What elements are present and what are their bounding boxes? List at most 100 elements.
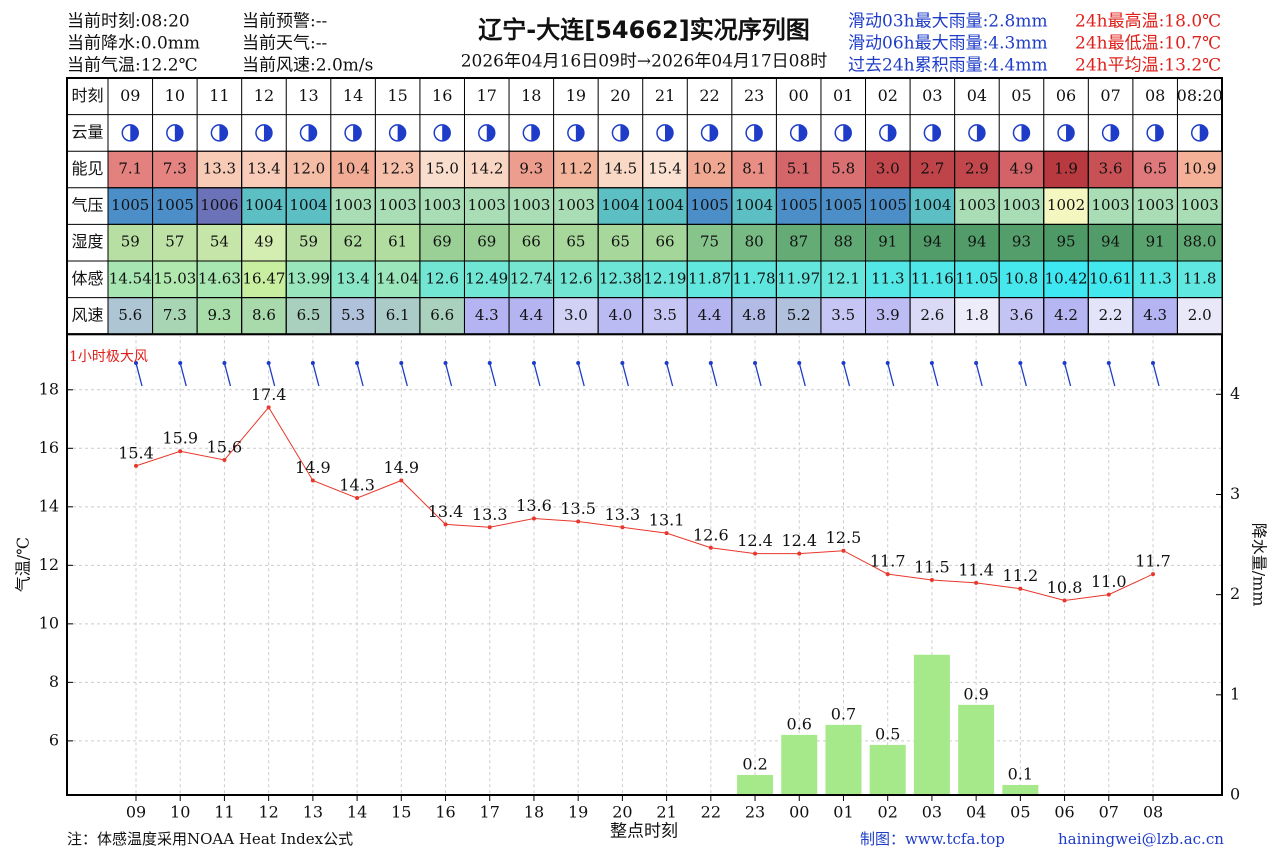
temp-point <box>222 458 227 463</box>
temp-label: 12.5 <box>826 528 862 547</box>
cell: 57 <box>165 233 184 251</box>
temp-label: 13.4 <box>428 502 464 521</box>
x-tick-label: 02 <box>878 803 898 822</box>
wind-dot <box>310 361 315 365</box>
cell: 12.49 <box>465 269 508 287</box>
x-tick-label: 15 <box>391 803 411 822</box>
wind-barb <box>754 362 762 387</box>
cell: 91 <box>878 233 897 251</box>
cell-bg <box>731 187 777 225</box>
column-header: 21 <box>655 86 675 105</box>
info: 当前时刻:08:20 <box>67 12 190 32</box>
cell-bg <box>865 187 911 225</box>
cell-bg <box>820 297 867 335</box>
cell-bg <box>1176 297 1223 335</box>
temp-label: 12.4 <box>737 531 773 550</box>
wind-barb <box>1063 362 1072 387</box>
cell: 4.8 <box>742 306 766 324</box>
y-tick-label: 16 <box>39 438 59 457</box>
column-header: 12 <box>254 86 274 105</box>
cell: 4.4 <box>519 306 543 324</box>
temp-point <box>708 545 713 550</box>
bar-label: 0.7 <box>831 704 856 723</box>
cell: 1002 <box>1047 196 1085 214</box>
cell: 11.16 <box>911 269 954 287</box>
wind-barb <box>665 362 674 387</box>
precip-bar <box>913 654 950 795</box>
x-tick-label: 23 <box>745 803 765 822</box>
x-tick-label: 10 <box>170 803 190 822</box>
cell: 1005 <box>780 196 818 214</box>
column-header: 14 <box>343 86 363 105</box>
cell: 14.04 <box>376 269 419 287</box>
cell: 95 <box>1056 233 1075 251</box>
cell: 1004 <box>601 196 639 214</box>
cell-bg <box>330 187 376 225</box>
credit: 制图：www.tcfa.top <box>860 830 1005 848</box>
cloud-icon-fill <box>932 124 941 141</box>
rain-stat: 滑动03h最大雨量:2.8mm <box>848 12 1048 32</box>
cell: 12.19 <box>644 269 687 287</box>
cell: 94 <box>923 233 942 251</box>
temp-label: 12.6 <box>693 525 729 544</box>
cell-bg <box>998 187 1045 225</box>
cell: 12.38 <box>599 269 642 287</box>
column-header: 20 <box>610 86 630 105</box>
cell-bg <box>374 150 421 189</box>
x-tick-label: 08 <box>1143 803 1163 822</box>
wind-barb <box>356 362 364 387</box>
cell: 11.3 <box>1138 269 1171 287</box>
cell-bg <box>285 297 332 335</box>
temp-label: 11.2 <box>1003 566 1039 585</box>
column-header: 09 <box>120 86 140 105</box>
cell: 3.0 <box>876 160 900 178</box>
cloud-icon-fill <box>1066 124 1075 141</box>
wind-dot <box>929 361 934 365</box>
cell-bg <box>152 223 198 262</box>
cloud-icon-fill <box>887 124 896 141</box>
wind-dot <box>355 361 360 365</box>
row-label: 体感 <box>71 269 103 288</box>
x-tick-label: 06 <box>1054 803 1074 822</box>
cell: 11.3 <box>871 269 904 287</box>
cell-bg <box>954 150 1000 189</box>
wind-barb <box>887 362 895 387</box>
wind-dot <box>620 361 625 365</box>
wind-barb <box>223 362 232 387</box>
x-tick-label: 00 <box>789 803 809 822</box>
cell: 11.05 <box>955 269 998 287</box>
cell: 15.03 <box>153 269 196 287</box>
column-header: 01 <box>833 86 853 105</box>
wind-barb <box>798 362 806 387</box>
cell: 10.4 <box>336 160 369 178</box>
rain-stat: 滑动06h最大雨量:4.3mm <box>848 34 1048 54</box>
cell: 65 <box>611 233 630 251</box>
cell-bg <box>152 260 198 299</box>
cell-bg <box>374 297 421 335</box>
cell-bg <box>775 297 822 335</box>
row-label: 云量 <box>71 122 103 141</box>
cell: 9.3 <box>519 160 543 178</box>
x-tick-label: 13 <box>303 803 323 822</box>
cell: 1006 <box>200 196 238 214</box>
cloud-icon-fill <box>531 124 540 141</box>
cell: 14.63 <box>198 269 241 287</box>
cell: 1003 <box>379 196 417 214</box>
temp-label: 10.8 <box>1047 578 1083 597</box>
cell: 13.99 <box>287 269 330 287</box>
wind-barb <box>842 362 851 387</box>
temp-point <box>974 580 979 585</box>
y-tick-label: 14 <box>39 496 59 515</box>
cell: 14.54 <box>109 269 152 287</box>
temp-label: 15.4 <box>118 443 154 462</box>
precip-bar <box>781 734 818 795</box>
temp-point <box>355 496 360 501</box>
precip-bar <box>825 724 862 795</box>
cell-bg <box>820 187 867 225</box>
temp-label: 13.3 <box>605 505 641 524</box>
cell: 75 <box>700 233 719 251</box>
cell-bg <box>1176 187 1223 225</box>
cloud-icon-fill <box>798 124 807 141</box>
precip-bar <box>737 774 774 795</box>
